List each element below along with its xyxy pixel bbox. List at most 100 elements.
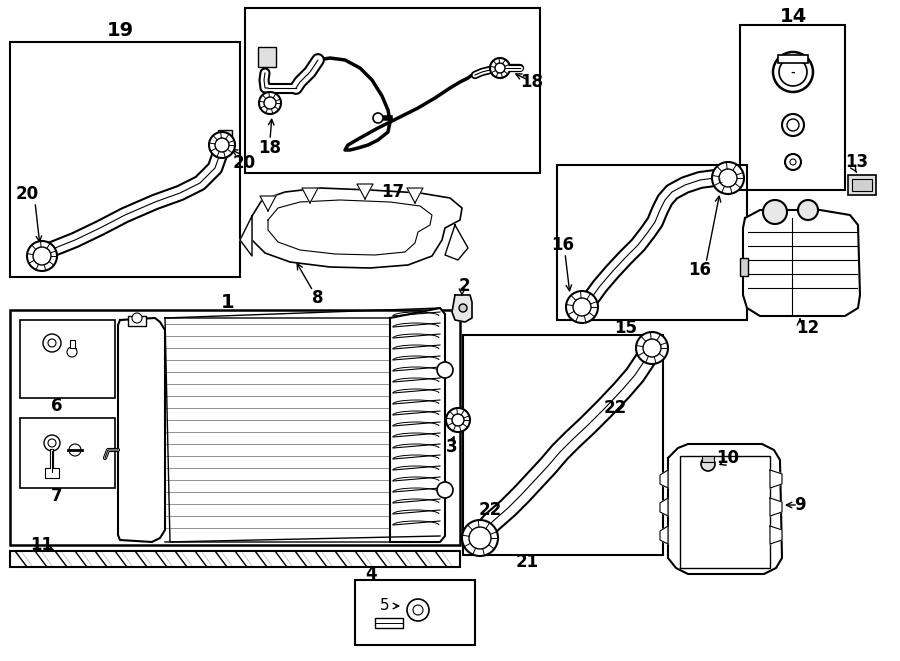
Text: 9: 9 — [794, 496, 806, 514]
Circle shape — [785, 154, 801, 170]
Circle shape — [209, 132, 235, 158]
Circle shape — [790, 159, 796, 165]
Polygon shape — [240, 216, 252, 256]
Circle shape — [462, 520, 498, 556]
Text: 18: 18 — [520, 73, 544, 91]
Text: 16: 16 — [688, 261, 712, 279]
Polygon shape — [357, 184, 373, 199]
Bar — [70, 340, 75, 348]
Text: 20: 20 — [232, 154, 256, 172]
Polygon shape — [660, 498, 668, 516]
Circle shape — [470, 528, 490, 548]
Bar — [20, 418, 115, 488]
Text: 18: 18 — [258, 139, 282, 157]
Circle shape — [67, 347, 77, 357]
Text: 19: 19 — [106, 20, 133, 40]
Bar — [68, 348, 76, 354]
Bar — [702, 456, 714, 462]
Polygon shape — [452, 295, 472, 322]
Circle shape — [566, 291, 598, 323]
Polygon shape — [660, 526, 668, 544]
Text: 11: 11 — [31, 536, 53, 554]
Text: L: L — [718, 178, 722, 184]
Bar — [375, 618, 403, 628]
Polygon shape — [770, 498, 782, 516]
Circle shape — [48, 439, 56, 447]
Bar — [128, 316, 146, 326]
Text: 21: 21 — [516, 553, 538, 571]
Circle shape — [437, 362, 453, 378]
Polygon shape — [252, 188, 462, 268]
Circle shape — [132, 313, 142, 323]
Circle shape — [773, 52, 813, 92]
Circle shape — [643, 339, 661, 357]
Circle shape — [787, 119, 799, 131]
Bar — [740, 25, 845, 190]
Circle shape — [413, 605, 423, 615]
Polygon shape — [390, 308, 445, 542]
Polygon shape — [165, 318, 395, 542]
Bar — [680, 456, 770, 568]
Polygon shape — [660, 470, 668, 488]
Text: 6: 6 — [51, 397, 63, 415]
Circle shape — [69, 444, 81, 456]
Circle shape — [373, 113, 383, 123]
Text: 14: 14 — [779, 7, 806, 26]
Polygon shape — [743, 210, 860, 316]
Circle shape — [33, 247, 51, 265]
Circle shape — [437, 482, 453, 498]
Text: 22: 22 — [479, 501, 501, 519]
Circle shape — [719, 169, 737, 187]
Circle shape — [27, 241, 57, 271]
Bar — [45, 468, 59, 478]
Text: 5: 5 — [380, 598, 390, 613]
Text: 17: 17 — [382, 183, 405, 201]
Circle shape — [264, 97, 276, 109]
Text: 13: 13 — [845, 153, 868, 171]
Text: 7: 7 — [51, 487, 63, 505]
Circle shape — [452, 414, 464, 426]
Circle shape — [469, 527, 491, 549]
Circle shape — [782, 114, 804, 136]
Circle shape — [495, 63, 505, 73]
Text: 1: 1 — [221, 293, 235, 313]
Text: 12: 12 — [796, 319, 820, 337]
Text: 3: 3 — [446, 438, 458, 456]
Circle shape — [719, 169, 737, 187]
Circle shape — [459, 304, 467, 312]
Polygon shape — [302, 188, 318, 203]
Circle shape — [636, 332, 668, 364]
Bar — [10, 42, 240, 277]
Circle shape — [573, 298, 591, 316]
Bar — [245, 8, 540, 173]
Circle shape — [779, 58, 807, 86]
Circle shape — [490, 58, 510, 78]
Text: 20: 20 — [15, 185, 39, 203]
Text: 8: 8 — [312, 289, 324, 307]
Circle shape — [701, 457, 715, 471]
Circle shape — [259, 92, 281, 114]
Bar — [355, 580, 475, 645]
Circle shape — [643, 339, 661, 357]
Text: 16: 16 — [552, 236, 574, 254]
Bar — [20, 320, 115, 398]
Text: 22: 22 — [603, 399, 626, 417]
Circle shape — [44, 435, 60, 451]
Bar — [852, 179, 872, 191]
Bar — [557, 165, 747, 320]
Circle shape — [407, 599, 429, 621]
Bar — [463, 335, 663, 555]
Text: 15: 15 — [615, 319, 637, 337]
Bar — [258, 47, 276, 67]
Polygon shape — [260, 196, 276, 211]
Text: 2: 2 — [458, 277, 470, 295]
Bar — [848, 175, 876, 195]
Polygon shape — [445, 225, 468, 260]
Circle shape — [34, 248, 50, 264]
Bar — [218, 130, 232, 140]
Text: 10: 10 — [716, 449, 740, 467]
Text: -: - — [791, 68, 796, 78]
Text: 4: 4 — [365, 565, 377, 583]
Polygon shape — [770, 526, 782, 544]
Polygon shape — [407, 188, 423, 203]
